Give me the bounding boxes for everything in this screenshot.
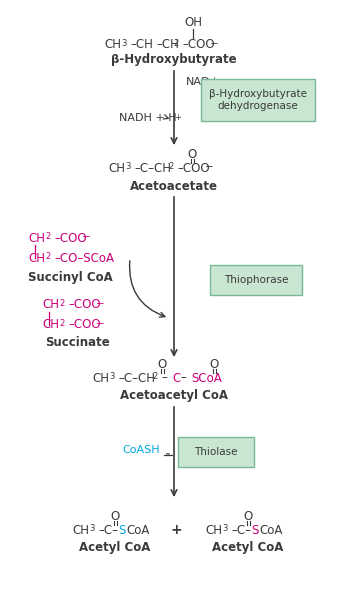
Text: 2: 2 [152,372,157,381]
Text: O: O [110,509,120,522]
Text: Acetoacetate: Acetoacetate [130,180,218,193]
Text: CoASH: CoASH [122,445,160,455]
Text: –CH: –CH [130,39,153,52]
Text: NAD: NAD [186,77,211,87]
FancyBboxPatch shape [210,265,302,295]
Text: 2: 2 [173,39,178,48]
Text: CH: CH [28,251,45,264]
Text: Thiolase: Thiolase [194,447,238,457]
Text: –C–CH: –C–CH [118,371,155,384]
Text: CH: CH [42,318,59,331]
Text: 3: 3 [109,372,114,381]
FancyBboxPatch shape [201,79,315,121]
Text: –COO: –COO [177,161,209,174]
Text: CoA: CoA [259,524,282,537]
Text: CH: CH [28,231,45,244]
Text: –COO: –COO [68,318,101,331]
Text: 3: 3 [125,162,130,171]
Text: Thiophorase: Thiophorase [224,275,288,285]
Text: –CH: –CH [156,39,179,52]
Text: –CO–SCoA: –CO–SCoA [54,251,114,264]
Text: 2: 2 [168,162,173,171]
Text: C: C [172,371,180,384]
Text: –: – [161,371,167,384]
Text: CH: CH [72,524,89,537]
Text: β-Hydroxybutyrate: β-Hydroxybutyrate [111,53,237,66]
Text: CoA: CoA [126,524,149,537]
Text: Acetyl CoA: Acetyl CoA [212,541,284,554]
Text: –COO: –COO [68,298,101,311]
Text: –C–CH: –C–CH [134,161,171,174]
Text: Succinyl CoA: Succinyl CoA [27,272,112,285]
Text: NADH + H: NADH + H [119,113,177,123]
Text: –C–: –C– [98,524,118,537]
Text: −: − [96,299,105,309]
Text: 2: 2 [45,252,50,261]
Text: CH: CH [205,524,222,537]
Text: Acetoacetyl CoA: Acetoacetyl CoA [120,390,228,403]
Text: Succinate: Succinate [46,336,110,349]
Text: OH: OH [184,15,202,28]
FancyBboxPatch shape [178,437,254,467]
Text: SCoA: SCoA [191,371,222,384]
Text: O: O [243,509,253,522]
Text: 2: 2 [59,299,64,308]
Text: CH: CH [104,39,121,52]
Text: CH: CH [42,298,59,311]
Text: 3: 3 [222,524,227,533]
Text: CH: CH [92,371,109,384]
Text: –: – [180,371,186,384]
Text: –COO: –COO [182,39,215,52]
Text: 3: 3 [121,39,126,48]
Text: CH: CH [108,161,125,174]
Text: −: − [205,162,214,172]
Text: O: O [157,358,167,371]
Text: +: + [174,113,181,122]
Text: –COO: –COO [54,231,87,244]
Text: −: − [210,39,219,49]
Text: +: + [170,523,182,537]
Text: S: S [118,524,125,537]
Text: O: O [209,358,219,371]
Text: –C–: –C– [231,524,251,537]
Text: 2: 2 [45,232,50,241]
Text: S: S [251,524,258,537]
Text: 3: 3 [89,524,94,533]
Text: −: − [96,319,105,329]
Text: −: − [82,232,91,242]
Text: +: + [210,76,217,85]
Text: β-Hydroxybutyrate
dehydrogenase: β-Hydroxybutyrate dehydrogenase [209,89,307,111]
Text: 2: 2 [59,319,64,328]
Text: Acetyl CoA: Acetyl CoA [79,541,151,554]
Text: O: O [187,148,197,161]
